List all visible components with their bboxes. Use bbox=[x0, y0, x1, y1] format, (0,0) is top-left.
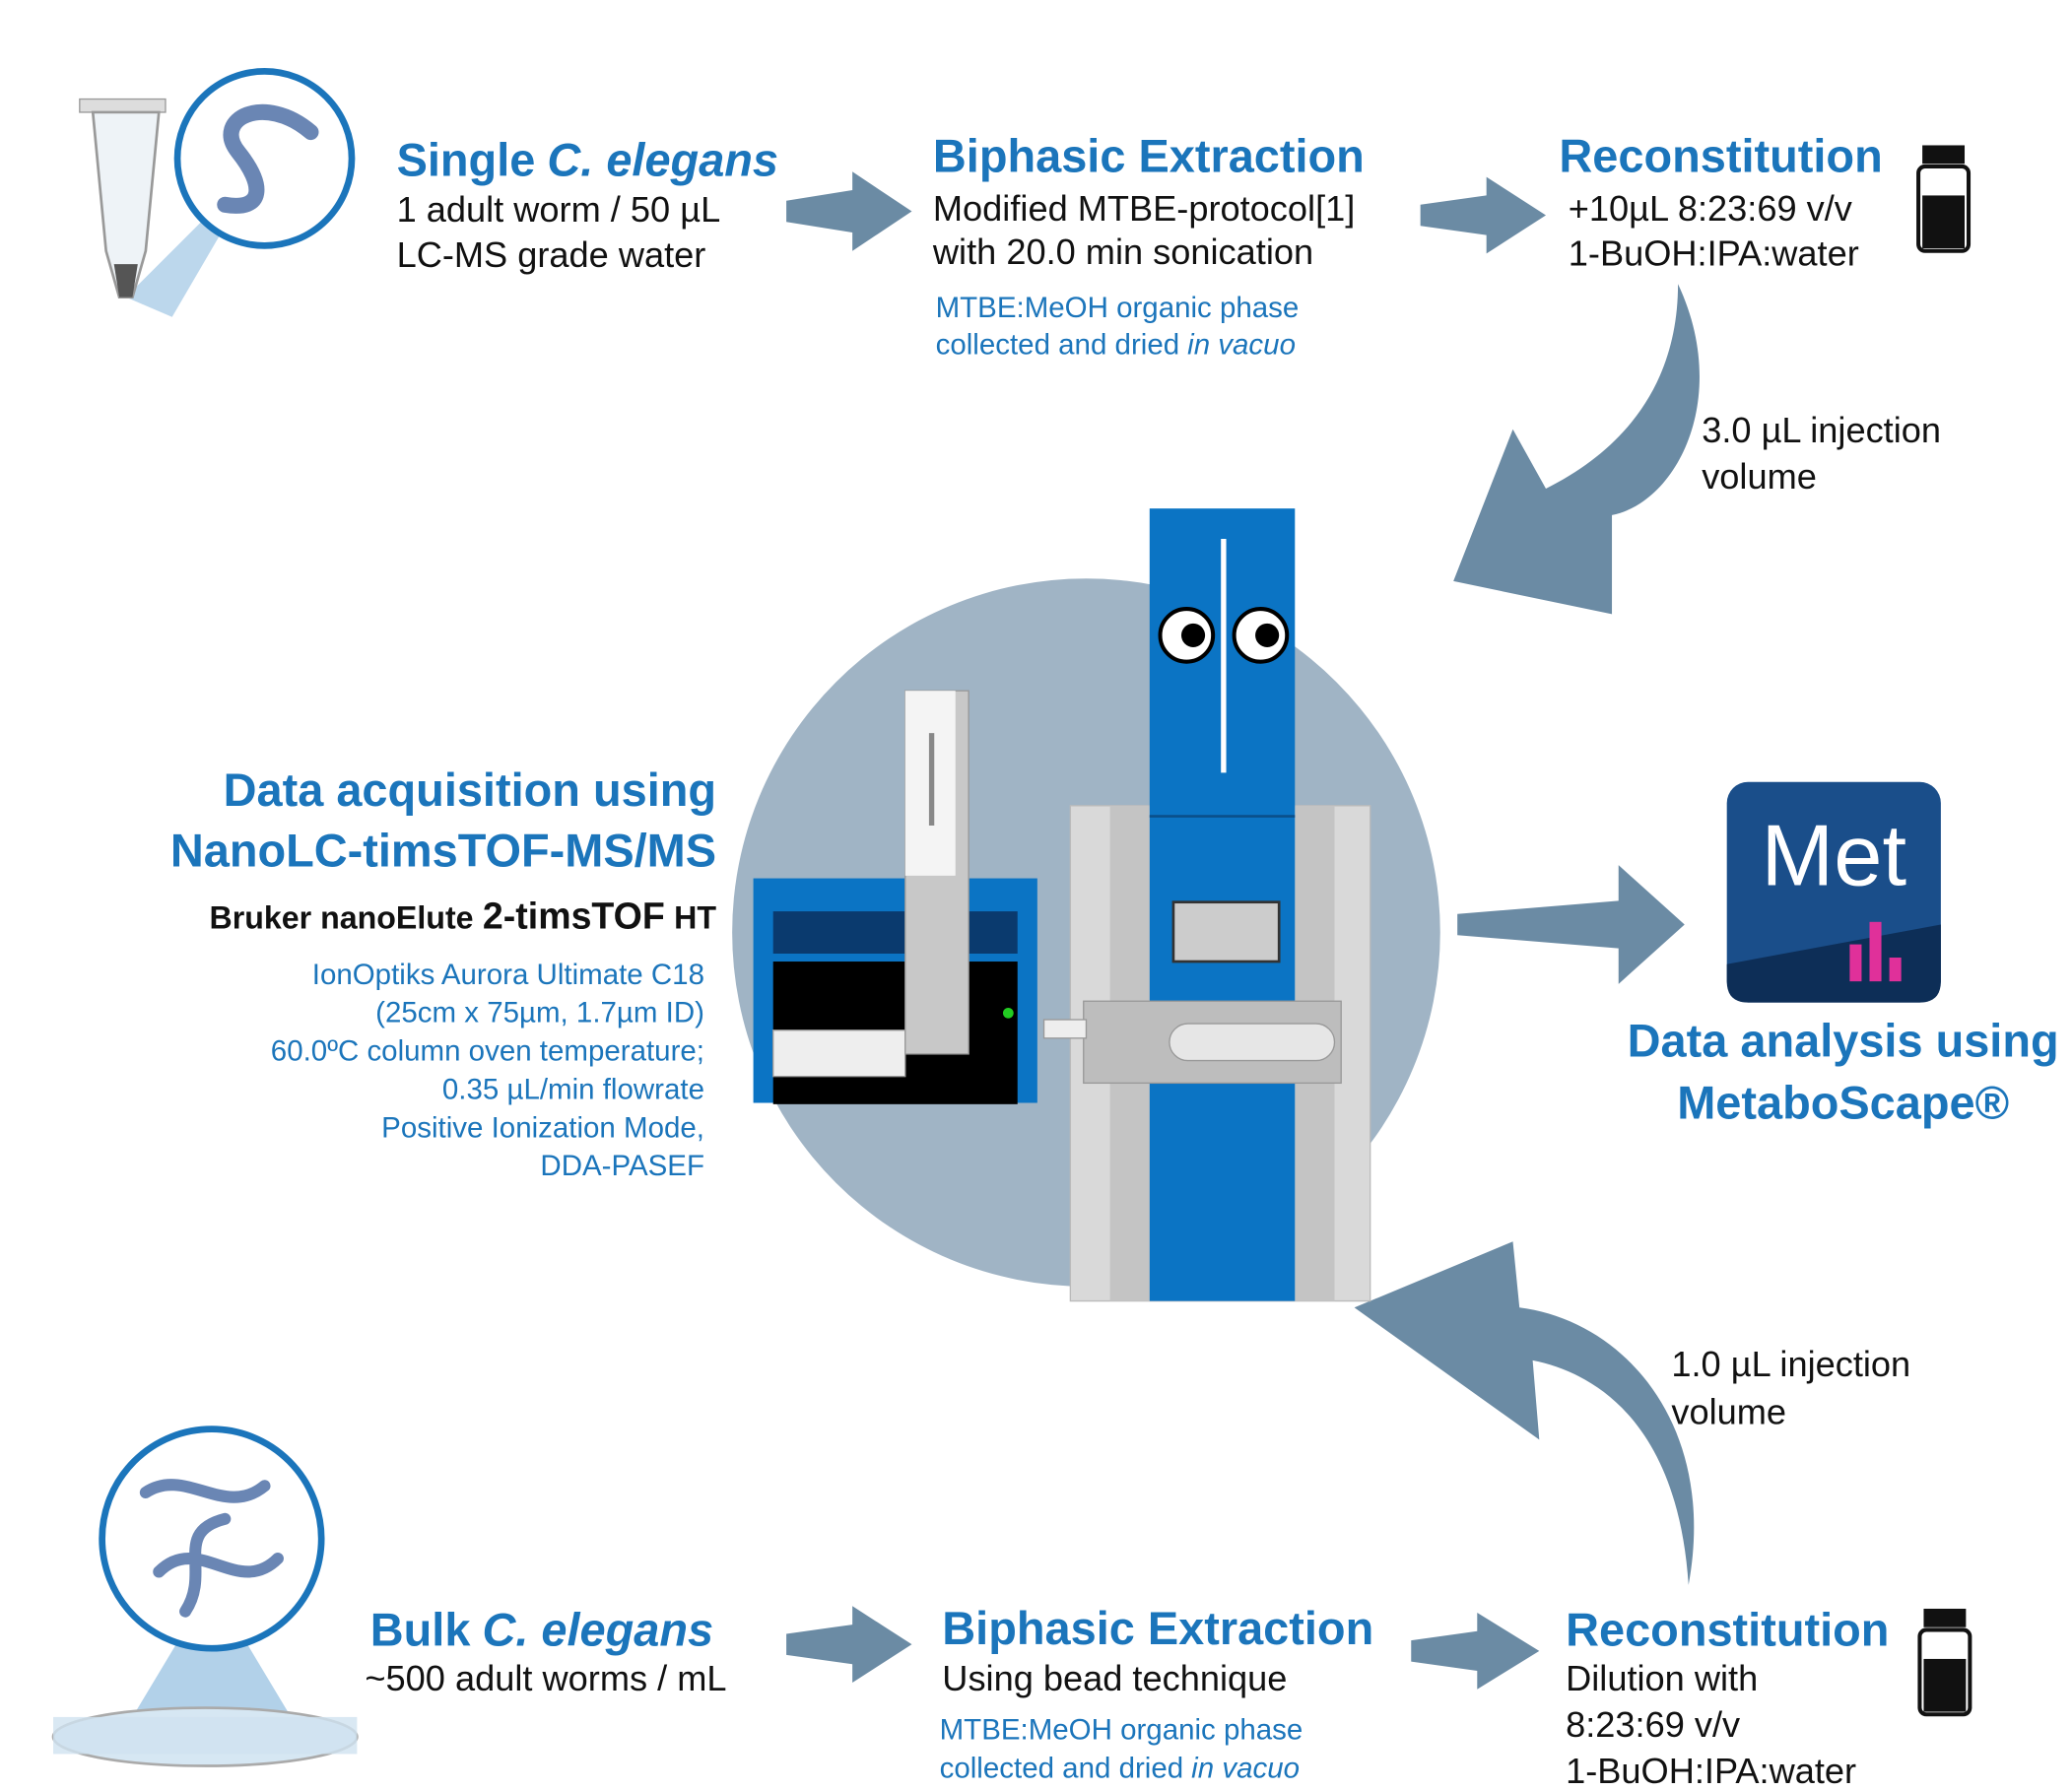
icon-label: Met bbox=[1762, 806, 1906, 903]
note-part: collected and dried bbox=[940, 1753, 1184, 1785]
title-part: Single bbox=[397, 134, 536, 185]
acquisition-detail: (25cm x 75µm, 1.7µm ID) bbox=[375, 997, 704, 1029]
curved-arrow bbox=[1354, 1241, 1695, 1585]
extraction-line: with 20.0 min sonication bbox=[932, 232, 1313, 272]
extraction-line: Using bead technique bbox=[942, 1658, 1287, 1698]
analysis-title: MetaboScape® bbox=[1677, 1078, 2009, 1129]
arrow bbox=[786, 1606, 912, 1684]
note-part: in vacuo bbox=[1191, 1753, 1300, 1785]
reconstitution-title: Reconstitution bbox=[1566, 1605, 1889, 1656]
acquisition-detail: Positive Ionization Mode, bbox=[381, 1111, 704, 1144]
extraction-note: MTBE:MeOH organic phase bbox=[936, 292, 1300, 324]
sample-title: Single C. elegans bbox=[397, 134, 778, 185]
instrument-part: 2-timsTOF bbox=[483, 896, 665, 937]
instrument bbox=[753, 508, 1371, 1302]
reconstitution-line: +10µL 8:23:69 v/v bbox=[1569, 188, 1852, 229]
extraction-title: Biphasic Extraction bbox=[933, 130, 1365, 181]
extraction-title: Biphasic Extraction bbox=[942, 1603, 1373, 1654]
note-part: in vacuo bbox=[1187, 328, 1296, 361]
arrow bbox=[1411, 1613, 1540, 1690]
extraction-note: collected and dried in vacuo bbox=[940, 1753, 1300, 1785]
reconstitution-line: Dilution with bbox=[1566, 1658, 1758, 1698]
extraction-note: MTBE:MeOH organic phase bbox=[940, 1714, 1303, 1747]
arrow bbox=[1420, 176, 1547, 254]
reconstitution-line: 1-BuOH:IPA:water bbox=[1569, 232, 1859, 273]
reconstitution-line: 8:23:69 v/v bbox=[1566, 1704, 1740, 1745]
injection-label: 3.0 µL injection bbox=[1702, 410, 1941, 450]
extraction-line: Modified MTBE-protocol[1] bbox=[933, 188, 1355, 229]
petri-icon bbox=[51, 1426, 359, 1767]
extraction-note: collected and dried in vacuo bbox=[936, 328, 1296, 361]
sample-title: Bulk C. elegans bbox=[370, 1605, 713, 1656]
title-part: C. elegans bbox=[547, 134, 778, 185]
vial-icon bbox=[1916, 145, 1972, 253]
tube-icon bbox=[79, 68, 356, 317]
injection-label: 1.0 µL injection bbox=[1671, 1344, 1910, 1384]
acquisition-title: NanoLC-timsTOF-MS/MS bbox=[170, 826, 716, 877]
curved-arrow bbox=[1453, 284, 1700, 615]
note-part: collected and dried bbox=[936, 328, 1180, 361]
instrument-label: Bruker nanoElute 2-timsTOF HT bbox=[210, 896, 717, 937]
reconstitution-line: 1-BuOH:IPA:water bbox=[1566, 1751, 1856, 1791]
acquisition-detail: 0.35 µL/min flowrate bbox=[442, 1073, 704, 1105]
title-part: Bulk bbox=[370, 1605, 472, 1656]
sample-line: 1 adult worm / 50 µL bbox=[397, 189, 721, 230]
vial-icon bbox=[1917, 1608, 1972, 1717]
acquisition-detail: DDA-PASEF bbox=[540, 1150, 704, 1182]
metaboscape-icon: Met bbox=[1726, 781, 1941, 1003]
sample-line: LC-MS grade water bbox=[397, 234, 706, 275]
sample-line: ~500 adult worms / mL bbox=[365, 1658, 726, 1698]
arrow bbox=[786, 171, 912, 251]
injection-label: volume bbox=[1702, 456, 1817, 497]
injection-label: volume bbox=[1671, 1391, 1786, 1431]
arrow bbox=[1457, 865, 1685, 984]
acquisition-detail: 60.0ºC column oven temperature; bbox=[271, 1035, 704, 1068]
title-part: C. elegans bbox=[483, 1605, 714, 1656]
analysis-title: Data analysis using bbox=[1628, 1016, 2059, 1067]
instrument-part: HT bbox=[674, 900, 716, 936]
acquisition-detail: IonOptiks Aurora Ultimate C18 bbox=[312, 959, 704, 991]
acquisition-details: IonOptiks Aurora Ultimate C18 (25cm x 75µ… bbox=[271, 959, 704, 1182]
reconstitution-title: Reconstitution bbox=[1559, 130, 1882, 181]
acquisition-title: Data acquisition using bbox=[224, 764, 716, 816]
instrument-part: Bruker nanoElute bbox=[210, 900, 474, 936]
